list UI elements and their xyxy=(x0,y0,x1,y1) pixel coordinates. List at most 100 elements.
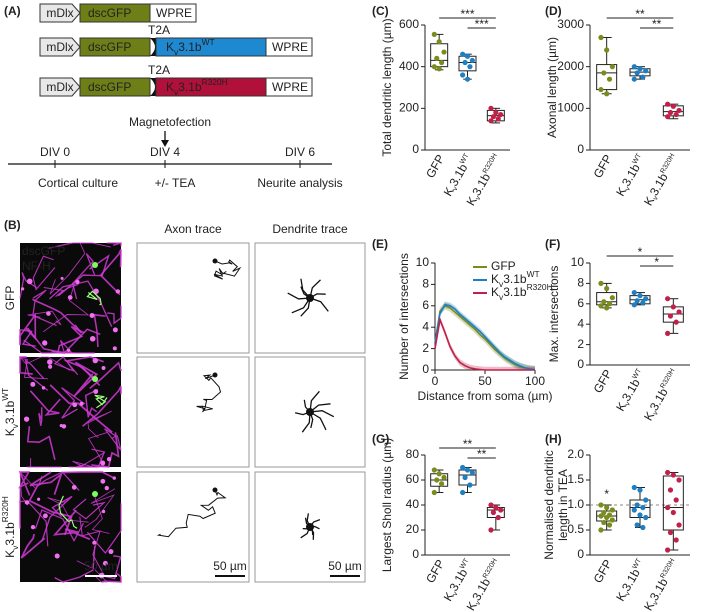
label-part: v xyxy=(475,600,483,607)
nucleus xyxy=(67,295,73,300)
neurofilament xyxy=(57,325,85,354)
data-point xyxy=(598,86,604,93)
row-label: GFP xyxy=(3,286,17,311)
nucleus xyxy=(102,560,108,566)
promoter-box xyxy=(39,3,81,23)
x-tick-label: Kv3.1bR320H xyxy=(641,367,682,424)
data-point xyxy=(462,474,468,481)
axon-trace xyxy=(156,489,227,538)
wpre-label: WPRE xyxy=(272,40,308,54)
y-tick-label: 600 xyxy=(399,17,419,31)
neurofilament xyxy=(34,509,85,542)
data-point xyxy=(643,514,649,521)
data-point xyxy=(665,469,671,476)
channel-label: Kv3.1bR320H xyxy=(166,77,228,97)
label-part: R320H xyxy=(0,496,10,522)
significance-label: ** xyxy=(463,437,473,451)
label-part: K xyxy=(3,550,17,558)
neurofilament xyxy=(51,350,95,354)
trace-soma xyxy=(306,523,314,531)
data-point xyxy=(467,482,473,488)
label-part: 3.1b xyxy=(3,522,17,546)
nucleus xyxy=(92,357,99,364)
neurofilament xyxy=(24,358,49,391)
significance-label: ** xyxy=(652,17,662,31)
neurofilament xyxy=(57,254,110,297)
row-label: Kv3.1bWT xyxy=(0,388,20,437)
data-point xyxy=(606,76,613,82)
reporter-box xyxy=(79,77,151,97)
data-point xyxy=(673,111,679,118)
nucleus xyxy=(54,553,60,559)
neurofilament xyxy=(27,310,62,326)
nucleus xyxy=(101,366,106,370)
nucleus xyxy=(115,289,121,294)
data-point xyxy=(637,66,643,72)
data-point xyxy=(665,547,671,553)
wpre-box xyxy=(265,77,313,97)
data-point xyxy=(634,522,640,528)
neurofilament xyxy=(49,384,113,433)
data-point xyxy=(495,514,501,521)
significance-label: * xyxy=(638,245,643,259)
neurofilament xyxy=(87,431,108,468)
label-part: K xyxy=(166,80,174,94)
nucleus xyxy=(59,424,63,428)
data-point xyxy=(665,330,671,336)
data-point xyxy=(640,524,646,531)
data-point xyxy=(670,304,676,310)
data-point xyxy=(676,477,682,483)
nucleus xyxy=(23,416,30,422)
label-part: WT xyxy=(632,367,644,381)
neurofilament xyxy=(84,488,116,528)
series-line xyxy=(434,303,536,371)
fluorescence-image xyxy=(19,356,122,468)
x-tick-label: Kv3.1bR320H xyxy=(641,557,682,612)
label-part: K xyxy=(3,428,17,436)
linker-label: T2A xyxy=(148,23,170,37)
label-part: R320H xyxy=(660,153,677,175)
channel-label: Kv3.1bWT xyxy=(166,37,215,57)
data-point xyxy=(673,319,679,325)
data-point xyxy=(601,509,607,516)
y-tick-label: 2.0 xyxy=(567,447,584,461)
nucleus xyxy=(71,484,77,490)
label-part: WT xyxy=(527,269,540,279)
y-tick-label: 0.5 xyxy=(567,522,584,536)
series-line xyxy=(434,304,536,371)
nucleus xyxy=(30,381,36,387)
x-tick-label: 50 xyxy=(478,374,492,388)
data-point xyxy=(631,76,637,82)
data-point xyxy=(609,295,615,301)
y-tick-label: 0 xyxy=(577,547,584,561)
x-tick-label: GFP xyxy=(591,557,615,585)
neurofilament xyxy=(26,458,62,468)
nucleus xyxy=(75,279,80,285)
neurofilament xyxy=(84,389,99,418)
neurofilament xyxy=(107,242,122,247)
nucleus xyxy=(47,359,53,365)
data-point xyxy=(601,70,607,76)
data-point xyxy=(631,302,637,308)
label-part: 3.1b xyxy=(647,386,671,414)
data-point xyxy=(469,469,475,476)
y-tick-label: 0 xyxy=(412,142,419,156)
data-point xyxy=(640,300,646,306)
nucleus xyxy=(60,276,64,280)
y-tick-label: 60 xyxy=(406,472,420,486)
data-point xyxy=(498,111,504,118)
nucleus xyxy=(46,311,51,316)
data-point xyxy=(604,514,610,521)
neurofilament xyxy=(63,471,116,480)
neurofilament xyxy=(72,498,107,520)
label-part: 3.1b xyxy=(619,566,643,594)
stain-label: NF-H xyxy=(22,259,51,273)
box xyxy=(596,64,618,91)
nucleus xyxy=(101,509,106,514)
data-point xyxy=(493,504,499,511)
x-tick-label: GFP xyxy=(591,152,615,180)
neurofilament xyxy=(28,484,73,536)
data-point xyxy=(495,116,501,122)
data-point xyxy=(665,101,671,107)
promoter-box xyxy=(39,77,81,97)
